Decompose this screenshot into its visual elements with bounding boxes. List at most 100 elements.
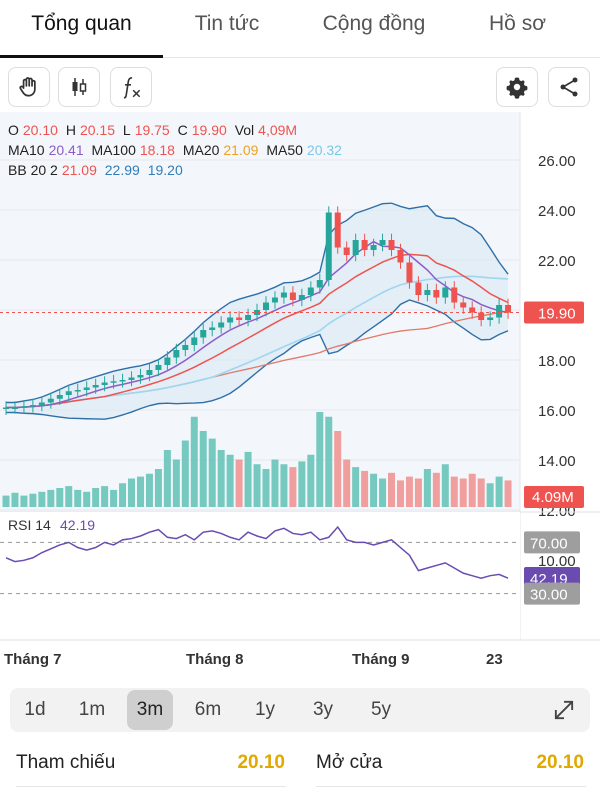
volume-bar — [65, 486, 73, 507]
volume-bar — [262, 469, 270, 507]
open-label: O — [8, 122, 19, 138]
candle-body — [469, 307, 476, 313]
candle-body — [101, 382, 108, 385]
bb-mid-value: 21.09 — [61, 162, 97, 178]
x-axis-tick-label: Tháng 8 — [186, 651, 244, 668]
candle-body — [110, 381, 117, 383]
volume-bar — [361, 470, 369, 507]
candle-body — [83, 387, 90, 390]
period-1d[interactable]: 1d — [24, 699, 46, 720]
price-tick-label: 18.00 — [538, 353, 576, 370]
volume-bar — [83, 491, 91, 507]
ma100-value: 18.18 — [139, 142, 175, 158]
volume-bar — [128, 478, 136, 507]
ma20-value: 21.09 — [223, 142, 259, 158]
period-3y[interactable]: 3y — [312, 699, 334, 720]
bb-legend: BB 20 2 21.09 22.99 19.20 — [8, 162, 187, 178]
candle-body — [397, 250, 404, 263]
candlestick-icon — [72, 78, 87, 96]
stats-divider-left — [16, 786, 286, 787]
volume-bar — [388, 472, 396, 507]
chart-canvas[interactable]: 26.0024.0022.0020.0018.0016.0014.0012.00… — [0, 112, 600, 672]
chart-settings-button[interactable] — [496, 67, 538, 107]
price-tick-label: 14.00 — [538, 453, 576, 470]
period-1m[interactable]: 1m — [78, 699, 106, 720]
candle-body — [271, 297, 278, 303]
volume-bar — [74, 489, 82, 507]
candle-body — [496, 305, 503, 318]
reference-price-label: Tham chiếu — [16, 752, 116, 773]
candle-body — [38, 402, 45, 405]
close-label: C — [177, 122, 188, 138]
ma20-line — [6, 253, 509, 409]
price-tick-label: 22.00 — [538, 253, 576, 270]
volume-bar — [486, 483, 494, 507]
rsi-label: RSI 14 — [8, 517, 51, 533]
volume-bar — [441, 464, 449, 507]
period-5y[interactable]: 5y — [370, 699, 392, 720]
candle-body — [56, 395, 63, 399]
candle-body — [433, 290, 440, 298]
candle-type-button[interactable] — [58, 67, 100, 107]
reference-price-value: 20.10 — [237, 752, 285, 773]
rsi-value-label: 42.19 — [60, 517, 95, 533]
price-chart[interactable]: 26.0024.0022.0020.0018.0016.0014.0012.00… — [0, 112, 600, 672]
period-selector: 1d 1m 3m 6m 1y 3y 5y — [10, 688, 590, 732]
tab-overview[interactable]: Tổng quan — [31, 12, 132, 35]
volume-bar — [280, 464, 288, 507]
share-button[interactable] — [548, 67, 590, 107]
volume-bar — [325, 416, 333, 507]
candle-body — [352, 240, 359, 255]
ma-legend: MA10 20.41 MA100 18.18 MA20 21.09 MA50 20.32 — [8, 142, 346, 158]
high-label: H — [65, 122, 76, 138]
volume-bar — [217, 450, 225, 507]
candle-body — [92, 385, 99, 388]
gear-icon — [506, 77, 528, 99]
bb-upper-value: 22.99 — [104, 162, 140, 178]
candle-body — [65, 391, 72, 395]
indicators-button[interactable] — [110, 67, 152, 107]
volume-bar — [56, 488, 64, 507]
candle-body — [325, 212, 332, 280]
expand-icon[interactable] — [550, 696, 578, 724]
tab-profile[interactable]: Hồ sơ — [489, 12, 546, 35]
period-6m[interactable]: 6m — [194, 699, 222, 720]
volume-bar — [20, 495, 28, 507]
volume-bar — [414, 478, 422, 507]
tab-news[interactable]: Tin tức — [194, 12, 260, 35]
candle-body — [20, 406, 27, 408]
candle-body — [191, 337, 198, 345]
candle-body — [460, 302, 467, 308]
candle-body — [370, 245, 377, 250]
candle-body — [388, 240, 395, 250]
bb-lower-value: 19.20 — [147, 162, 183, 178]
top-tabs: Tổng quan Tin tức Cộng đồng Hồ sơ — [0, 0, 600, 58]
volume-bar — [343, 459, 351, 507]
volume-bar — [298, 461, 306, 507]
rsi-line — [5, 525, 509, 580]
open-price-label: Mở cửa — [316, 752, 383, 773]
hand-icon — [19, 77, 36, 97]
volume-bar — [11, 492, 19, 507]
price-tick-label: 16.00 — [538, 403, 576, 420]
period-1y[interactable]: 1y — [254, 699, 276, 720]
volume-bar — [190, 416, 198, 507]
volume-bar — [181, 440, 189, 507]
rsi-badge-level-lower — [524, 582, 580, 605]
candle-body — [11, 407, 18, 409]
tab-community[interactable]: Cộng đồng — [322, 12, 426, 35]
candle-body — [164, 357, 171, 365]
low-value: 19.75 — [134, 122, 170, 138]
pan-hand-button[interactable] — [8, 67, 50, 107]
candle-body — [424, 290, 431, 295]
last-price-badge — [524, 301, 584, 324]
volume-bar — [253, 464, 261, 507]
ma50-value: 20.32 — [306, 142, 342, 158]
volume-bar — [226, 454, 234, 507]
period-3m[interactable]: 3m — [127, 690, 173, 730]
active-tab-indicator — [0, 55, 163, 58]
volume-bar — [235, 459, 243, 507]
volume-bar — [145, 473, 153, 507]
volume-bar — [379, 478, 387, 507]
x-axis-tick-label: Tháng 9 — [352, 651, 410, 668]
